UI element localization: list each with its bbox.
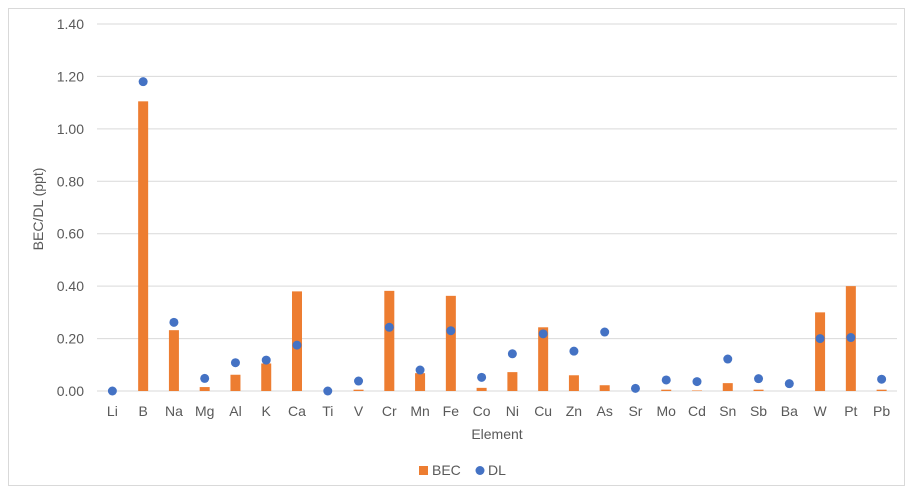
bec-bars [138,101,887,391]
dl-point [754,374,764,384]
dl-point [784,379,794,389]
dl-point [692,377,702,387]
x-tick-label: V [354,403,364,419]
dl-point [292,340,302,350]
dl-point [138,77,148,87]
x-tick-label: Sr [628,403,642,419]
bec-bar [445,295,456,391]
dl-point [323,386,333,396]
x-tick-label: Li [107,403,118,419]
x-axis-ticks: Li B Na Mg Al K Ca Ti V Cr Mn Fe Co Ni Cu Zn As Sr Mo Cd Sn S… [107,403,890,419]
x-tick-label: Ca [288,403,306,419]
dl-point [415,365,425,375]
dl-point [107,386,117,396]
dl-point [600,327,610,337]
y-tick-label: 0.80 [57,173,84,189]
x-tick-label: Ti [322,403,333,419]
dl-point [661,375,671,385]
bec-bar [538,327,549,391]
x-tick-label: Na [165,403,183,419]
x-axis-title: Element [471,426,522,442]
x-tick-label: Ba [781,403,798,419]
x-tick-label: B [138,403,147,419]
y-tick-label: 1.00 [57,121,84,137]
bec-bar [384,290,395,391]
dl-point [815,334,825,344]
y-tick-label: 1.20 [57,68,84,84]
bec-bar [568,375,579,391]
x-tick-label: K [262,403,272,419]
dl-point [877,374,887,384]
bec-bar [661,389,672,391]
x-tick-label: W [813,403,827,419]
y-axis-title: BEC/DL (ppt) [30,168,46,251]
x-tick-label: Mo [657,403,677,419]
x-tick-label: Cr [382,403,397,419]
dl-point [477,372,487,382]
dl-point [200,373,210,383]
x-tick-label: As [597,403,613,419]
bec-bar [507,372,518,391]
x-tick-label: Co [473,403,491,419]
bec-bar [415,373,426,391]
bec-bar [199,387,210,391]
y-axis-ticks: 0.00 0.20 0.40 0.60 0.80 1.00 1.20 1.40 [57,16,84,399]
bec-bar [138,101,149,391]
dl-points [107,77,887,396]
dl-point [230,358,240,368]
bec-bar [476,387,487,391]
legend-dl-label: DL [488,462,506,478]
x-tick-label: Cu [534,403,552,419]
x-tick-label: Al [229,403,241,419]
y-tick-label: 0.20 [57,331,84,347]
gridlines [97,23,897,392]
bec-bar [722,383,733,391]
x-tick-label: Sb [750,403,767,419]
legend-bec-label: BEC [432,462,461,478]
x-tick-label: Sn [719,403,736,419]
legend-dl-marker [475,466,485,475]
y-tick-label: 0.60 [57,226,84,242]
dl-point [507,349,517,359]
dl-point [446,326,456,336]
dl-point [538,329,548,339]
x-tick-label: Pt [844,403,857,419]
bec-bar [261,363,272,391]
dl-point [630,383,640,393]
bec-bar [876,389,887,391]
dl-point [723,354,733,364]
dl-point [169,317,179,327]
dl-point [354,376,364,386]
dl-point [384,322,394,332]
x-tick-label: Fe [443,403,460,419]
x-tick-label: Ni [506,403,519,419]
legend: BEC DL [419,462,506,478]
x-tick-label: Cd [688,403,706,419]
legend-bec-swatch [419,466,428,475]
x-tick-label: Zn [566,403,582,419]
bec-bar [815,312,826,391]
bec-bar [692,390,702,391]
y-tick-label: 0.40 [57,278,84,294]
dl-point [261,355,271,365]
x-tick-label: Pb [873,403,890,419]
y-tick-label: 0.00 [57,383,84,399]
y-tick-label: 1.40 [57,16,84,32]
chart-frame [8,8,905,486]
bec-bar [230,374,241,391]
bec-bar [353,389,364,391]
x-tick-label: Mg [195,403,214,419]
bec-bar [599,385,610,391]
x-tick-label: Mn [410,403,429,419]
dl-point [846,333,856,343]
dl-point [569,346,579,356]
bec-bar [753,389,764,391]
bec-bar [168,330,179,391]
